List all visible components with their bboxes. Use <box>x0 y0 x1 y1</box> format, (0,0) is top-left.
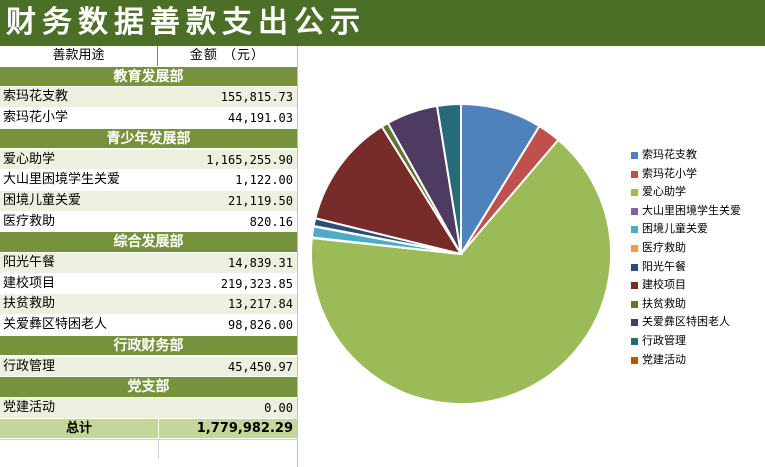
legend-label: 关爱彝区特困老人 <box>642 315 730 329</box>
row-label: 关爱彝区特困老人 <box>3 317 108 333</box>
row-value: 219,323.85 <box>220 276 293 291</box>
table-row: 索玛花小学 44,191.03 <box>0 108 297 129</box>
table-row: 阳光午餐 14,839.31 <box>0 253 297 274</box>
table-row: 行政管理 45,450.97 <box>0 356 297 378</box>
legend-label: 扶贫救助 <box>642 296 686 310</box>
legend-swatch <box>631 319 638 327</box>
table-row: 医疗救助 820.16 <box>0 211 297 233</box>
pie-slice <box>310 138 612 406</box>
legend-label: 爱心助学 <box>642 185 686 199</box>
row-value: 13,217.84 <box>227 297 293 312</box>
table-row: 关爱彝区特困老人 98,826.00 <box>0 315 297 336</box>
legend-label: 索玛花小学 <box>642 166 697 180</box>
pie-slice <box>460 102 541 258</box>
row-value: 45,450.97 <box>227 359 293 374</box>
legend-item: 困境儿童关爱 <box>631 220 761 239</box>
pie-slice <box>435 102 462 255</box>
pie-slice <box>314 125 464 256</box>
legend-swatch <box>631 282 638 290</box>
table-row: 困境儿童关爱 21,119.50 <box>0 190 297 212</box>
row-label: 阳光午餐 <box>3 255 56 270</box>
legend-item: 爱心助学 <box>631 183 761 202</box>
table-empty-row <box>0 439 297 460</box>
row-value: 98,826.00 <box>227 318 293 333</box>
legend-item: 党建活动 <box>631 351 761 370</box>
chart-legend: 索玛花支教索玛花小学爱心助学大山里困境学生关爱 困境儿童关爱 医疗救助阳光午餐建校项… <box>631 146 761 369</box>
legend-label: 困境儿童关爱 <box>642 222 708 236</box>
row-label: 党建活动 <box>3 399 56 415</box>
legend-swatch <box>631 189 638 197</box>
legend-item: 关爱彝区特困老人 <box>631 313 761 332</box>
row-label: 索玛花小学 <box>3 110 69 126</box>
legend-label: 行政管理 <box>642 333 686 347</box>
row-value: 21,119.50 <box>227 193 293 208</box>
row-label: 困境儿童关爱 <box>3 192 82 208</box>
page-title: 财务数据善款支出公示 <box>0 0 765 46</box>
table-row: 扶贫救助 13,217.84 <box>0 294 297 316</box>
legend-label: 索玛花支教 <box>642 148 697 161</box>
table-row: 索玛花支教 155,815.73 <box>0 87 297 109</box>
row-value: 14,839.31 <box>227 256 293 270</box>
legend-swatch <box>631 207 638 215</box>
legend-item: 索玛花小学 <box>631 165 761 184</box>
legend-swatch <box>631 244 638 252</box>
legend-label: 建校项目 <box>642 278 686 292</box>
legend-swatch <box>631 337 638 345</box>
legend-swatch <box>631 263 638 271</box>
legend-item: 索玛花支教 <box>631 146 761 165</box>
legend-label: 医疗救助 <box>642 240 686 254</box>
legend-label: 大山里困境学生关爱 <box>642 203 741 217</box>
section-header: 综合发展部 <box>0 232 297 253</box>
row-value: 1,122.00 <box>235 173 293 188</box>
legend-swatch <box>631 300 638 308</box>
table-row: 大山里困境学生关爱 1,122.00 <box>0 170 297 191</box>
total-row: 总计 1,779,982.29 <box>0 418 297 440</box>
row-label: 大山里困境学生关爱 <box>3 172 121 188</box>
legend-item: 行政管理 <box>631 332 761 351</box>
section-header: 行政财务部 <box>0 335 297 357</box>
total-label: 总计 <box>0 418 158 439</box>
legend-item: 建校项目 <box>631 276 761 295</box>
section-header: 教育发展部 <box>0 66 297 88</box>
row-value: 1,165,255.90 <box>206 152 293 167</box>
section-header: 青少年发展部 <box>0 128 297 150</box>
row-label: 爱心助学 <box>3 151 56 167</box>
pie-chart: 索玛花支教索玛花小学爱心助学大山里困境学生关爱 困境儿童关爱 医疗救助阳光午餐建校项… <box>297 46 765 467</box>
legend-swatch <box>631 356 638 364</box>
row-value: 155,815.73 <box>220 90 293 105</box>
row-label: 行政管理 <box>3 358 56 374</box>
table-row: 爱心助学 1,165,255.90 <box>0 149 297 171</box>
row-value: 0.00 <box>264 400 293 415</box>
legend-swatch <box>631 226 638 234</box>
legend-item: 阳光午餐 <box>631 258 761 277</box>
row-label: 建校项目 <box>3 275 56 291</box>
legend-item: 医疗救助 <box>631 239 761 258</box>
legend-label: 阳光午餐 <box>642 259 686 273</box>
section-header: 党支部 <box>0 377 297 398</box>
row-value: 44,191.03 <box>227 111 293 126</box>
legend-swatch <box>631 152 638 159</box>
total-value: 1,779,982.29 <box>158 418 297 439</box>
row-value: 820.16 <box>249 214 293 229</box>
legend-swatch <box>631 170 638 178</box>
table-row: 建校项目 219,323.85 <box>0 273 297 295</box>
row-label: 索玛花支教 <box>3 89 69 105</box>
legend-item: 大山里困境学生关爱 <box>631 202 761 221</box>
expense-table: 善款用途 金额 （元） 教育发展部 索玛花支教 155,815.73 索玛花小学 44,19… <box>0 46 297 467</box>
table-row: 党建活动 0.00 <box>0 397 297 419</box>
legend-item: 扶贫救助 <box>631 295 761 314</box>
header-purpose: 善款用途 <box>0 46 158 66</box>
legend-label: 党建活动 <box>642 352 686 366</box>
table-header: 善款用途 金额 （元） <box>0 46 297 67</box>
table-divider <box>158 440 159 459</box>
header-amount: 金额 （元） <box>189 48 266 63</box>
row-label: 医疗救助 <box>3 213 56 229</box>
pie-chart-svg <box>310 102 612 406</box>
row-label: 扶贫救助 <box>3 296 56 312</box>
